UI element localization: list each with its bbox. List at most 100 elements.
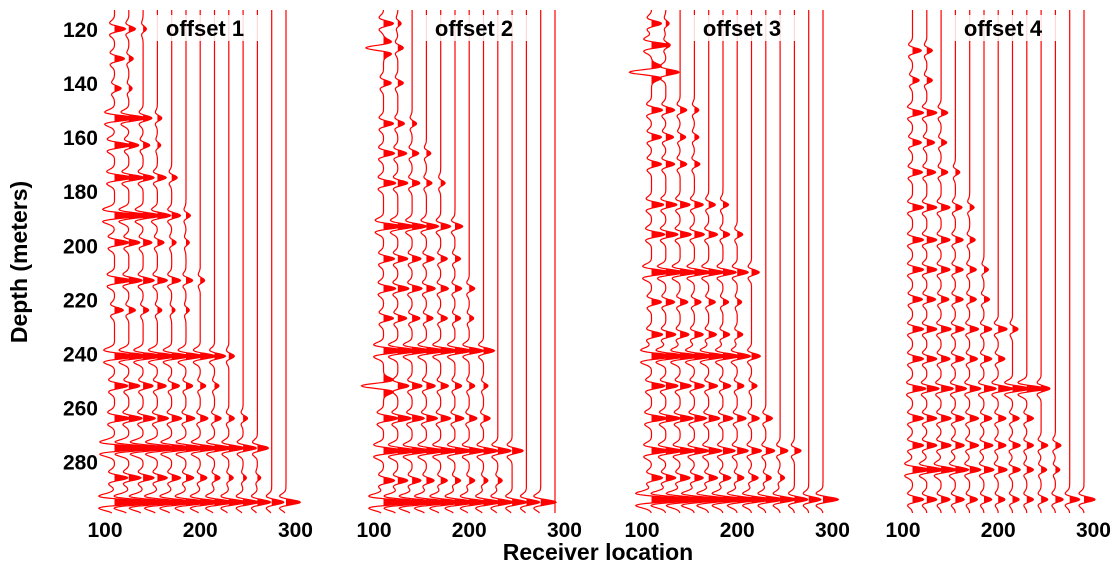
y-axis-label: Depth (meters) xyxy=(6,181,32,343)
trace-wiggle xyxy=(1064,10,1081,514)
trace-wiggle xyxy=(128,10,176,514)
trace-wiggle xyxy=(918,10,945,513)
panel-title-backdrop xyxy=(947,15,1059,41)
trace-wiggle xyxy=(628,10,689,514)
panel-title: offset 4 xyxy=(964,16,1043,41)
trace-fill xyxy=(128,25,162,507)
trace-fill xyxy=(1084,496,1095,504)
x-tick-label: 300 xyxy=(1076,519,1111,542)
trace-fill xyxy=(926,47,944,504)
trace-fill xyxy=(228,353,247,507)
panel-title: offset 3 xyxy=(703,16,781,41)
trace-wiggle xyxy=(97,10,152,514)
trace-wiggle xyxy=(726,10,761,514)
trace-wiggle xyxy=(204,10,236,514)
trace-wiggle xyxy=(1003,10,1032,514)
trace-fill xyxy=(455,223,477,507)
trace-fill xyxy=(808,496,821,504)
y-tick-label: 240 xyxy=(63,343,98,366)
x-tick-label: 100 xyxy=(356,519,391,542)
y-tick-label: 280 xyxy=(63,452,98,475)
trace-wiggle xyxy=(815,10,840,514)
x-tick-label: 300 xyxy=(815,519,850,542)
trace-wiggle xyxy=(977,10,997,514)
trace-fill xyxy=(243,415,259,507)
trace-wiggle xyxy=(948,10,970,514)
trace-fill xyxy=(794,447,808,504)
trace-fill xyxy=(200,277,223,507)
trace-fill xyxy=(143,26,174,507)
trace-fill xyxy=(998,325,1013,504)
trace-fill xyxy=(114,25,150,507)
y-tick-label: 120 xyxy=(63,19,98,42)
panels: offset 1 offset 2 offset 3 offset 4 xyxy=(97,10,1096,514)
trace-wiggle xyxy=(680,10,725,514)
trace-fill xyxy=(984,266,997,504)
trace-fill xyxy=(1041,385,1050,504)
x-tick-label: 300 xyxy=(278,519,313,542)
trace-fill xyxy=(780,447,796,504)
trace-wiggle xyxy=(398,10,443,514)
trace-wiggle xyxy=(519,10,541,514)
x-tick-label: 300 xyxy=(547,519,582,542)
trace-wiggle xyxy=(903,10,932,513)
trace-fill xyxy=(186,212,211,507)
panel-offset-1: offset 1 xyxy=(97,10,302,514)
trace-wiggle xyxy=(741,10,773,514)
panel-title-backdrop xyxy=(149,15,261,41)
trace-fill xyxy=(214,352,235,507)
trace-fill xyxy=(286,498,301,507)
trace-wiggle xyxy=(533,10,558,514)
trace-fill xyxy=(271,498,284,507)
trace-wiggle xyxy=(665,10,713,514)
trace-fill xyxy=(941,109,957,504)
trace-wiggle xyxy=(159,10,200,514)
x-tick-label: 200 xyxy=(183,519,218,542)
trace-fill xyxy=(512,447,527,507)
trace-fill xyxy=(969,204,981,504)
trace-fill xyxy=(912,47,931,504)
trace-wiggle xyxy=(991,10,1014,514)
trace-wiggle xyxy=(787,10,809,514)
trace-wiggle xyxy=(265,10,285,514)
trace-wiggle xyxy=(964,10,982,514)
trace-wiggle xyxy=(189,10,224,514)
trace-wiggle xyxy=(1051,10,1064,513)
trace-wiggle xyxy=(220,10,248,514)
panel-offset-3: offset 3 xyxy=(628,10,840,514)
trace-wiggle xyxy=(235,10,260,514)
x-tick-label: 200 xyxy=(720,519,755,542)
panel-offset-2: offset 2 xyxy=(360,10,558,514)
trace-fill xyxy=(823,496,839,504)
panel-title: offset 2 xyxy=(435,16,513,41)
x-tick-label: 100 xyxy=(885,519,920,542)
trace-fill xyxy=(751,268,772,504)
trace-wiggle xyxy=(650,10,701,514)
panel-title-backdrop xyxy=(686,15,798,41)
trace-wiggle xyxy=(444,10,479,514)
trace-fill xyxy=(1026,385,1047,504)
trace-wiggle xyxy=(505,10,528,514)
trace-wiggle xyxy=(772,10,797,514)
trace-wiggle xyxy=(174,10,212,514)
trace-fill xyxy=(426,150,453,507)
y-tick-label: 220 xyxy=(63,289,98,312)
trace-wiggle xyxy=(278,10,302,514)
trace-fill xyxy=(955,169,969,504)
trace-wiggle xyxy=(383,10,431,514)
trace-fill xyxy=(526,498,540,507)
trace-wiggle xyxy=(143,10,188,514)
trace-fill xyxy=(469,285,489,507)
trace-fill xyxy=(497,447,514,507)
trace-wiggle xyxy=(1078,10,1096,514)
trace-wiggle xyxy=(113,10,164,514)
trace-wiggle xyxy=(490,10,515,514)
x-tick-label: 200 xyxy=(981,519,1016,542)
trace-wiggle xyxy=(250,10,272,514)
depth-axis: 120 140 160 180 200 220 240 260 280 xyxy=(63,19,98,475)
trace-fill xyxy=(1055,442,1064,504)
trace-wiggle xyxy=(696,10,737,514)
trace-wiggle xyxy=(711,10,749,514)
trace-wiggle xyxy=(1036,10,1051,513)
trace-wiggle xyxy=(1017,10,1048,514)
